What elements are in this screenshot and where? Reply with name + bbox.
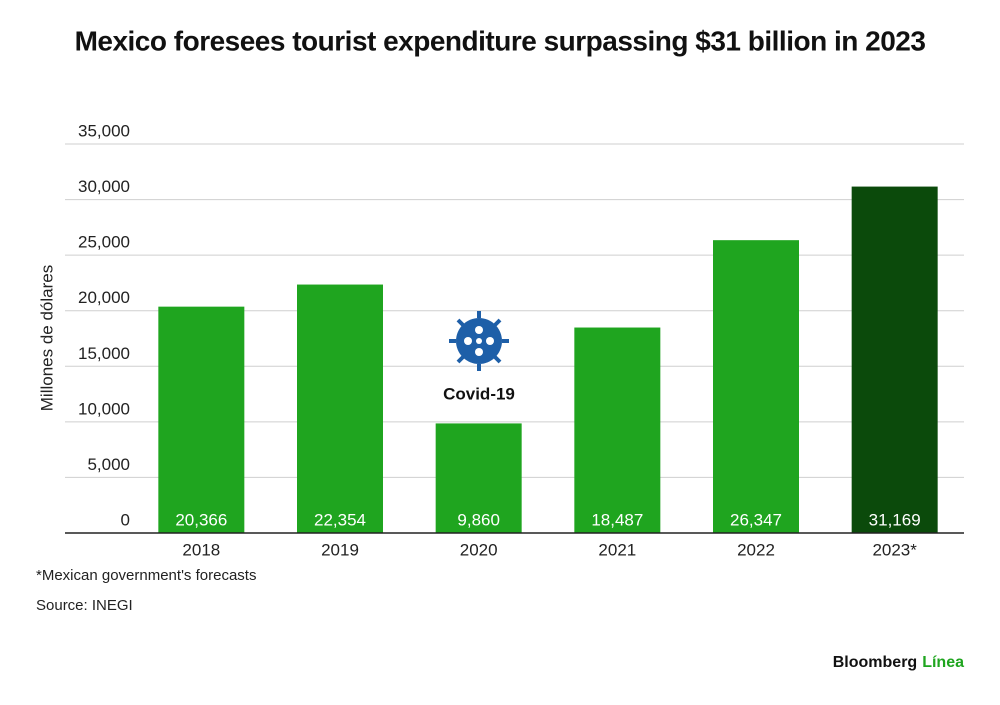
value-label: 9,860: [457, 510, 500, 529]
value-label: 26,347: [730, 510, 782, 529]
x-tick-label: 2018: [182, 540, 220, 559]
y-tick-label: 20,000: [78, 288, 130, 307]
x-tick-label: 2020: [460, 540, 498, 559]
x-tick-label: 2022: [737, 540, 775, 559]
brand-suffix: Línea: [922, 654, 964, 671]
y-tick-label: 10,000: [78, 399, 130, 418]
x-tick-label: 2023*: [872, 540, 917, 559]
y-tick-label: 5,000: [87, 455, 130, 474]
covid-icon: [449, 311, 509, 371]
footnote: *Mexican government's forecasts: [36, 567, 256, 584]
plot: 0 5,000 10,000 15,000 20,000 25,000 30,000 35,0…: [65, 121, 964, 559]
bar: [435, 423, 522, 533]
brand: Bloomberg Línea: [833, 654, 964, 671]
value-label: 18,487: [591, 510, 643, 529]
bar: [713, 240, 799, 533]
y-axis-label: Millones de dólares: [37, 265, 56, 411]
value-label: 20,366: [175, 510, 227, 529]
y-tick-label: 15,000: [78, 344, 130, 363]
bar: [851, 186, 938, 533]
annotation: Covid-19: [443, 384, 515, 403]
value-label: 22,354: [314, 510, 366, 529]
x-tick-label: 2019: [321, 540, 359, 559]
y-tick-label: 35,000: [78, 121, 130, 140]
source: Source: INEGI: [36, 597, 133, 614]
chart-title: Mexico foresees tourist expenditure surp…: [75, 25, 926, 56]
y-tick-label: 0: [121, 510, 130, 529]
x-tick-label: 2021: [598, 540, 636, 559]
y-tick-label: 30,000: [78, 177, 130, 196]
value-label: 31,169: [869, 510, 921, 529]
y-tick-label: 25,000: [78, 233, 130, 252]
bar: [297, 284, 383, 533]
brand-name: Bloomberg: [833, 654, 917, 671]
bar: [574, 327, 661, 533]
bar: [158, 306, 245, 533]
